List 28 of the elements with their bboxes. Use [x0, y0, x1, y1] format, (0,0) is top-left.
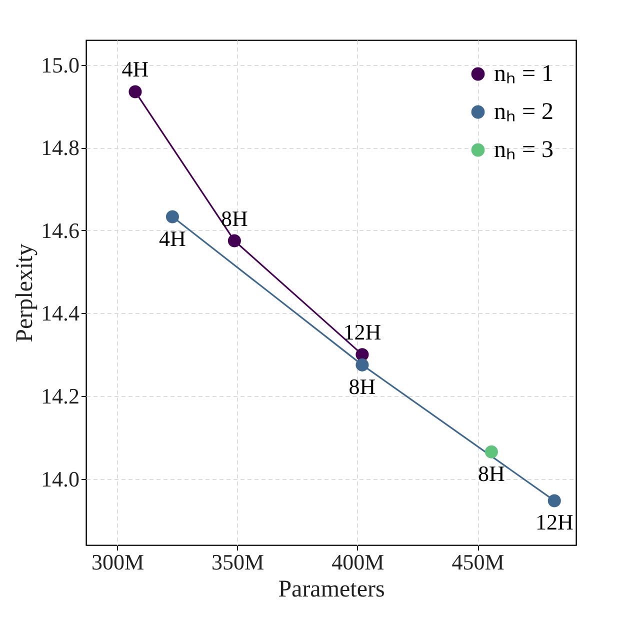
y-tick-label: 15.0 — [41, 52, 80, 78]
x-tick-label: 450M — [452, 550, 504, 574]
annotation: 12H — [535, 510, 574, 535]
point — [166, 210, 179, 224]
x-tick-label: 350M — [212, 550, 264, 574]
annotation: 4H — [122, 56, 149, 82]
legend-label: nₕ = 2 — [494, 99, 554, 125]
annotation: 4H — [159, 226, 186, 251]
point — [356, 358, 369, 372]
annotation: 8H — [220, 206, 248, 231]
annotation: 12H — [343, 320, 382, 345]
x-tick-label: 300M — [91, 550, 144, 574]
legend-label: nₕ = 1 — [494, 61, 554, 87]
point — [228, 234, 241, 248]
y-tick-label: 14.2 — [41, 383, 80, 408]
y-tick-label: 14.0 — [41, 466, 80, 492]
x-tick-label: 400M — [332, 550, 384, 574]
point — [548, 494, 561, 508]
y-tick-label: 14.4 — [41, 300, 80, 326]
y-tick-label: 14.8 — [41, 135, 80, 160]
legend-label: nₕ = 3 — [494, 137, 554, 163]
annotation: 8H — [348, 374, 376, 399]
point — [128, 85, 142, 98]
point — [484, 445, 498, 458]
y-tick-label: 14.6 — [41, 218, 80, 243]
y-axis-title: Perplexity — [12, 244, 38, 342]
annotation: 8H — [478, 460, 506, 486]
x-axis-title: Parameters — [278, 576, 385, 602]
